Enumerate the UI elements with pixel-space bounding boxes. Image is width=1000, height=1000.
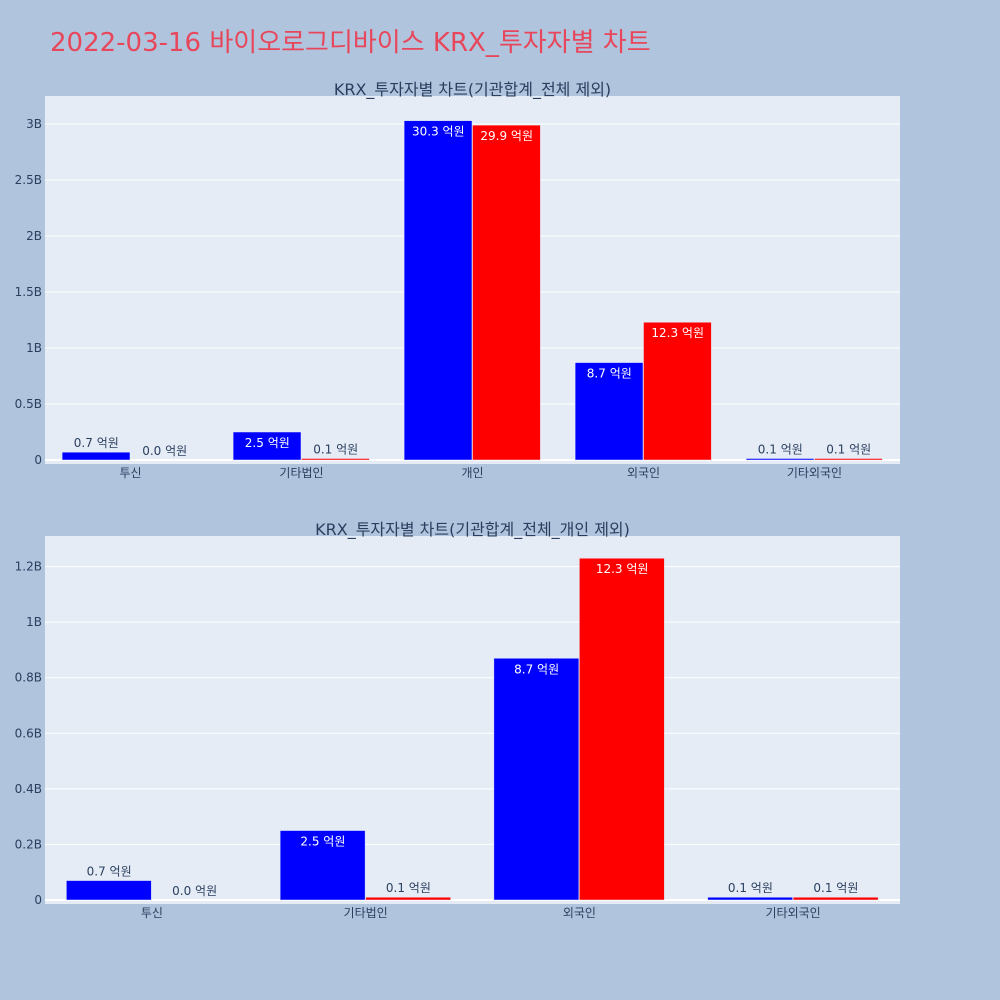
- y-tick-label: 1B: [26, 615, 42, 629]
- y-tick-label: 0.4B: [15, 782, 42, 796]
- y-tick-label: 1.2B: [15, 560, 42, 574]
- data-label: 0.1 억원: [313, 443, 358, 457]
- bar: [279, 830, 366, 901]
- bar: [61, 451, 131, 461]
- bar: [232, 431, 302, 461]
- data-label: 0.1 억원: [758, 443, 803, 457]
- data-label: 8.7 억원: [514, 662, 559, 676]
- y-tick-label: 0.5B: [15, 397, 42, 411]
- data-label: 30.3 억원: [412, 125, 465, 139]
- data-label: 2.5 억원: [300, 835, 345, 849]
- x-tick-label: 기타법인: [344, 906, 388, 920]
- y-tick-label: 0.8B: [15, 671, 42, 685]
- x-tick-label: 기타법인: [279, 466, 323, 480]
- y-tick-label: 0.2B: [15, 837, 42, 851]
- data-label: 0.1 억원: [813, 881, 858, 895]
- data-label: 0.7 억원: [74, 436, 119, 450]
- x-tick-label: 투신: [119, 466, 141, 480]
- data-label: 2.5 억원: [245, 436, 290, 450]
- bar: [493, 658, 580, 901]
- bar: [365, 896, 451, 901]
- y-tick-label: 0: [34, 893, 42, 907]
- data-label: 0.1 억원: [386, 881, 431, 895]
- y-tick-label: 0: [34, 453, 42, 467]
- data-label: 12.3 억원: [651, 326, 704, 340]
- data-label: 0.0 억원: [142, 444, 187, 458]
- chart-1: 0 0.5B 1B 1.5B 2B 2.5B 3B KRX_투자자별 차트(기관합계_전체 제…: [15, 80, 900, 480]
- chart-title: KRX_투자자별 차트(기관합계_전체_개인 제외): [315, 520, 630, 540]
- x-tick-label: 외국인: [627, 466, 660, 480]
- bar: [403, 120, 473, 461]
- bar: [707, 896, 793, 901]
- data-label: 0.1 억원: [728, 881, 773, 895]
- data-label: 0.0 억원: [172, 884, 217, 898]
- bar: [814, 458, 883, 461]
- y-tick-label: 2B: [26, 229, 42, 243]
- x-tick-label: 외국인: [563, 906, 596, 920]
- x-tick-label: 기타외국인: [766, 906, 821, 920]
- bar: [472, 124, 541, 461]
- y-tick-label: 3B: [26, 117, 42, 131]
- data-label: 29.9 억원: [480, 129, 533, 143]
- y-tick-label: 1B: [26, 341, 42, 355]
- plot-area: [45, 536, 900, 904]
- data-label: 0.7 억원: [87, 865, 132, 879]
- bar: [745, 458, 815, 461]
- chart-title: KRX_투자자별 차트(기관합계_전체 제외): [334, 80, 611, 100]
- bar: [66, 880, 152, 901]
- bar: [574, 362, 644, 461]
- bar: [643, 321, 712, 461]
- y-tick-label: 1.5B: [15, 285, 42, 299]
- data-label: 0.1 억원: [826, 443, 871, 457]
- bar: [301, 458, 370, 461]
- data-label: 12.3 억원: [596, 562, 649, 576]
- y-tick-label: 2.5B: [15, 173, 42, 187]
- y-tick-label: 0.6B: [15, 726, 42, 740]
- bar: [792, 896, 879, 901]
- data-label: 8.7 억원: [587, 367, 632, 381]
- x-tick-label: 개인: [461, 466, 483, 480]
- x-tick-label: 기타외국인: [787, 466, 842, 480]
- page-title: 2022-03-16 바이오로그디바이스 KRX_투자자별 차트: [50, 28, 651, 58]
- x-tick-label: 투신: [141, 906, 163, 920]
- chart-2: 0 0.2B 0.4B 0.6B 0.8B 1B 1.2B KRX_투자자별 차트(기관합계_…: [15, 520, 900, 920]
- bar: [579, 557, 665, 901]
